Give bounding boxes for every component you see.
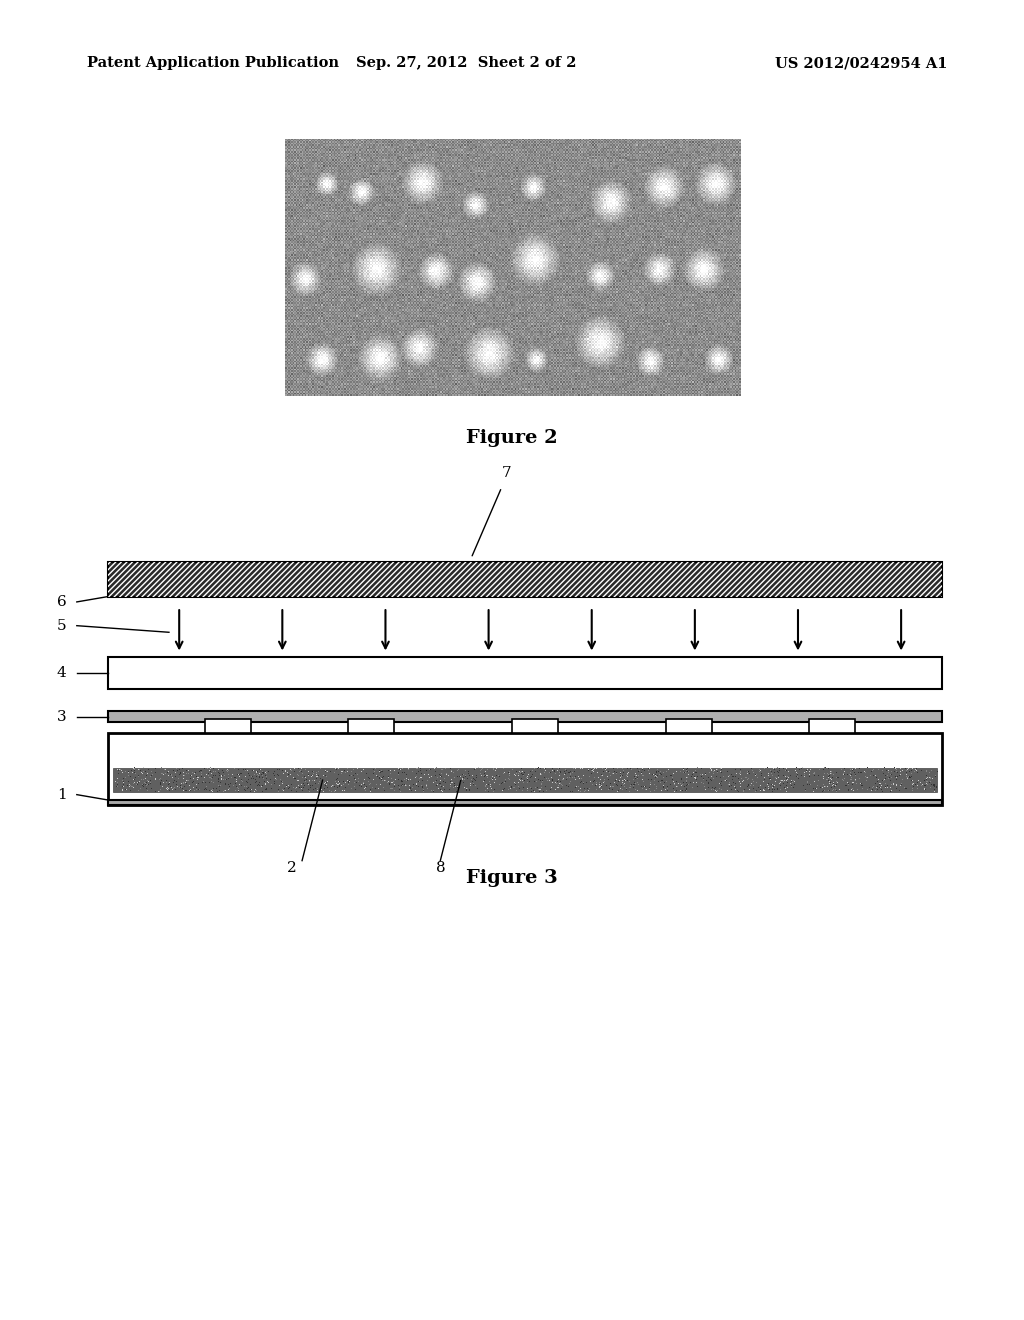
Bar [809, 719, 855, 733]
Text: 7: 7 [502, 466, 512, 480]
Bar [108, 562, 942, 597]
Text: 8: 8 [435, 861, 445, 875]
Text: Patent Application Publication: Patent Application Publication [87, 57, 339, 70]
Text: Figure 2: Figure 2 [466, 429, 558, 447]
Bar [108, 657, 942, 689]
Text: 1: 1 [56, 788, 67, 801]
Bar [108, 800, 942, 805]
Text: Figure 3: Figure 3 [466, 869, 558, 887]
Text: 5: 5 [57, 619, 67, 632]
Text: 4: 4 [56, 667, 67, 680]
Text: 6: 6 [56, 595, 67, 609]
Bar [108, 562, 942, 597]
Text: US 2012/0242954 A1: US 2012/0242954 A1 [775, 57, 947, 70]
Bar [113, 768, 937, 792]
Text: Sep. 27, 2012  Sheet 2 of 2: Sep. 27, 2012 Sheet 2 of 2 [355, 57, 577, 70]
Bar [348, 719, 394, 733]
Text: 2: 2 [287, 861, 297, 875]
Bar [512, 719, 558, 733]
Bar [823, 657, 942, 689]
Bar [666, 719, 712, 733]
Bar [205, 719, 251, 733]
Bar [108, 733, 942, 805]
Bar [585, 657, 703, 689]
Bar [108, 657, 226, 689]
Bar [346, 657, 465, 689]
Bar [108, 711, 942, 722]
Text: 3: 3 [57, 710, 67, 723]
